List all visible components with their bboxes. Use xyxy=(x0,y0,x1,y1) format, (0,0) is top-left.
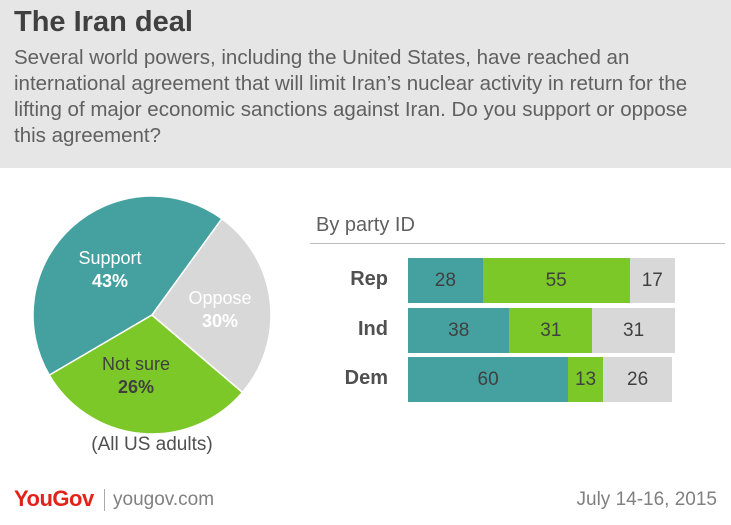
bar-dem-support: 60 xyxy=(408,357,569,402)
row-label-ind: Ind xyxy=(358,318,388,340)
pie-slice-not-sure xyxy=(150,217,272,394)
footer-divider xyxy=(104,489,105,511)
title-divider xyxy=(310,243,725,244)
pie-label-not-sure-name: Not sure xyxy=(101,354,171,374)
survey-question: Several world powers, including the Unit… xyxy=(14,46,688,147)
pie-chart xyxy=(32,195,272,435)
pie-label-not-sure-value: 26% xyxy=(117,377,155,397)
header-panel: The Iran deal Several world powers, incl… xyxy=(0,0,731,168)
pie-label-oppose: Oppose 30% xyxy=(160,287,280,333)
yougov-logo: YouGov xyxy=(14,486,94,511)
pie-label-support: Support 43% xyxy=(50,247,170,293)
row-label-dem: Dem xyxy=(344,367,388,389)
bar-ind-not-sure: 31 xyxy=(592,308,675,353)
chart-title: The Iran deal xyxy=(14,6,193,38)
pie-label-oppose-name: Oppose xyxy=(188,288,252,308)
pie-label-support-value: 43% xyxy=(91,271,129,291)
row-label-rep: Rep xyxy=(350,268,388,290)
bar-rep-support: 28 xyxy=(408,258,483,303)
bar-dem-not-sure: 26 xyxy=(602,357,673,402)
pie-caption: (All US adults) xyxy=(91,434,213,455)
footer-url: yougov.com xyxy=(113,489,215,510)
pie-slice-oppose xyxy=(48,314,244,435)
bar-rep-oppose: 55 xyxy=(482,258,630,303)
pie-label-support-name: Support xyxy=(78,248,142,268)
pie-label-not-sure: Not sure 26% xyxy=(76,353,196,399)
bar-ind-oppose: 31 xyxy=(509,308,593,353)
pie-slice-support xyxy=(32,195,223,377)
bar-rep-not-sure: 17 xyxy=(629,258,675,303)
pie-label-oppose-value: 30% xyxy=(201,311,239,331)
bar-dem-oppose: 13 xyxy=(568,357,603,402)
bar-ind-support: 38 xyxy=(408,308,510,353)
bar-chart-title: By party ID xyxy=(316,214,415,236)
footer-date: July 14-16, 2015 xyxy=(576,489,718,510)
